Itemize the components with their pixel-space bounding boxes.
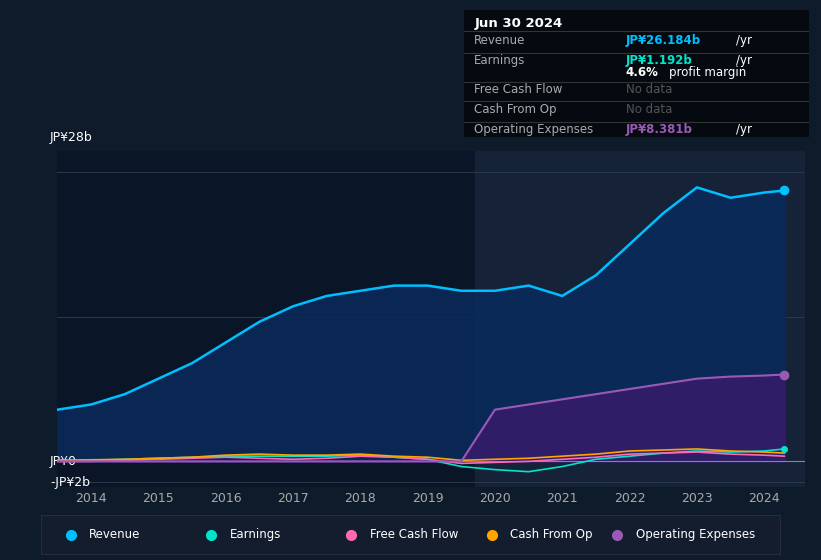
Text: Operating Expenses: Operating Expenses <box>636 528 755 542</box>
Text: Earnings: Earnings <box>230 528 281 542</box>
Text: Free Cash Flow: Free Cash Flow <box>370 528 458 542</box>
Text: Free Cash Flow: Free Cash Flow <box>475 83 562 96</box>
Text: Operating Expenses: Operating Expenses <box>475 123 594 136</box>
Bar <box>475 151 805 487</box>
Text: /yr: /yr <box>736 54 752 67</box>
Text: JP¥28b: JP¥28b <box>50 131 93 144</box>
Text: No data: No data <box>626 83 672 96</box>
Text: -JP¥2b: -JP¥2b <box>50 475 90 488</box>
Text: Earnings: Earnings <box>475 54 525 67</box>
Text: JP¥0: JP¥0 <box>50 455 77 468</box>
Text: JP¥26.184b: JP¥26.184b <box>626 34 701 46</box>
Text: Cash From Op: Cash From Op <box>511 528 593 542</box>
Text: Jun 30 2024: Jun 30 2024 <box>475 17 562 30</box>
Text: JP¥1.192b: JP¥1.192b <box>626 54 693 67</box>
Text: JP¥8.381b: JP¥8.381b <box>626 123 693 136</box>
Text: Revenue: Revenue <box>89 528 140 542</box>
Text: profit margin: profit margin <box>669 66 746 78</box>
Text: 4.6%: 4.6% <box>626 66 658 78</box>
Text: /yr: /yr <box>736 123 752 136</box>
Text: Revenue: Revenue <box>475 34 525 46</box>
Text: No data: No data <box>626 102 672 115</box>
Text: Cash From Op: Cash From Op <box>475 102 557 115</box>
Text: /yr: /yr <box>736 34 752 46</box>
